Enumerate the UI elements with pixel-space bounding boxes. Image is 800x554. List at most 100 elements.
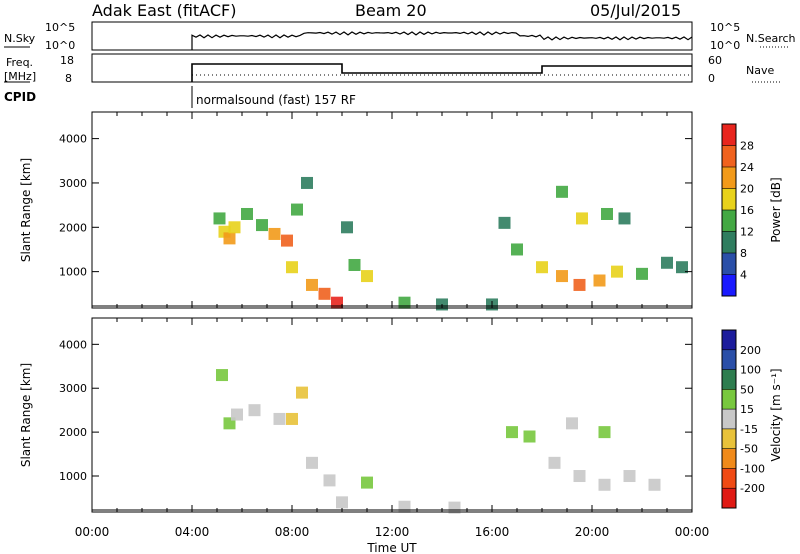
velocity-colorbar-tick-label: 15	[740, 403, 754, 416]
power-colorbar-swatch	[722, 188, 736, 210]
velocity-cell	[566, 417, 578, 430]
power-colorbar-tick-label: 24	[740, 161, 754, 174]
date-title: 05/Jul/2015	[590, 1, 682, 20]
velocity-colorbar-label: Velocity [m s⁻¹]	[769, 368, 783, 461]
sky-left-tick-bottom: 10^0	[45, 39, 75, 52]
power-colorbar-tick-label: 16	[740, 204, 754, 217]
power-cell	[241, 207, 253, 220]
velocity-colorbar-tick-label: -50	[740, 443, 758, 456]
velocity-cell	[448, 501, 461, 514]
velocity-cell	[296, 386, 308, 399]
velocity-cell	[623, 470, 636, 483]
freq-label-1: Freq.	[6, 56, 33, 69]
power-colorbar-label: Power [dB]	[769, 177, 783, 242]
velocity-colorbar: -200 -100 -50 -15 15 50 100 200	[721, 329, 765, 509]
power-cell	[498, 216, 511, 229]
velocity-cell	[273, 412, 286, 425]
velocity-colorbar-swatch	[722, 488, 736, 508]
cpid-label: CPID	[4, 90, 36, 104]
power-cell	[223, 232, 236, 245]
velocity-colorbar-tick-label: 100	[740, 364, 761, 377]
power-cell	[676, 261, 688, 274]
power-cell	[361, 270, 373, 283]
station-title: Adak East (fitACF)	[92, 1, 237, 20]
power-cell	[611, 265, 623, 278]
power-panel: 1000 2000 3000 4000 Slant Range [km]	[19, 111, 693, 311]
velocity-cell	[598, 478, 611, 491]
velocity-cell	[573, 470, 586, 483]
power-cell	[556, 185, 568, 198]
power-cell	[536, 261, 548, 274]
power-ytick-label: 3000	[59, 177, 87, 190]
time-tick-label: 00:00	[675, 525, 710, 539]
velocity-ytick-label: 2000	[59, 426, 87, 439]
power-colorbar-swatch	[722, 253, 736, 275]
power-cell	[291, 203, 303, 216]
time-axis-label: Time UT	[366, 541, 417, 554]
power-cell	[661, 256, 673, 269]
power-colorbar-tick-label: 20	[740, 183, 754, 196]
power-cell	[213, 212, 226, 225]
velocity-colorbar-swatch	[722, 409, 736, 429]
freq-label-2: [MHz]	[4, 70, 36, 83]
velocity-cell	[306, 456, 318, 469]
sky-left-tick-top: 10^5	[45, 21, 75, 34]
velocity-cell	[506, 426, 518, 439]
velocity-cells	[216, 369, 661, 514]
power-cell	[301, 176, 313, 189]
power-ytick-label: 2000	[59, 221, 87, 234]
velocity-colorbar-tick-label: -200	[740, 482, 765, 495]
power-colorbar-swatch	[722, 145, 736, 167]
power-cell	[256, 219, 268, 232]
time-tick-label: 04:00	[175, 525, 210, 539]
power-cell	[306, 278, 318, 291]
sky-noise-line	[191, 31, 693, 50]
velocity-colorbar-frame	[721, 329, 737, 509]
power-colorbar-swatch	[722, 167, 736, 189]
velocity-colorbar-swatch	[722, 468, 736, 489]
velocity-colorbar-swatch	[722, 349, 736, 370]
velocity-cell	[336, 496, 348, 509]
sky-right-label: N.Search	[746, 32, 796, 45]
freq-right-tick-bottom: 0	[708, 72, 715, 85]
velocity-cell	[216, 369, 228, 382]
power-cell	[601, 207, 613, 220]
sky-left-label: N.Sky	[4, 32, 36, 45]
power-cell	[268, 227, 281, 240]
freq-panel-frame	[91, 53, 693, 83]
velocity-colorbar-swatch	[722, 448, 736, 469]
velocity-colorbar-tick-label: 200	[740, 344, 761, 357]
velocity-cell	[323, 474, 336, 487]
power-cell	[511, 243, 523, 256]
power-ytick-label: 4000	[59, 133, 87, 146]
power-ytick-label: 1000	[59, 266, 87, 279]
power-colorbar-tick-label: 12	[740, 226, 754, 239]
velocity-cell	[231, 408, 243, 421]
power-cell	[318, 287, 331, 300]
cpid-row: CPID normalsound (fast) 157 RF	[4, 86, 356, 108]
velocity-cell	[361, 476, 373, 489]
velocity-colorbar-swatch	[722, 369, 736, 390]
power-colorbar-tick-label: 8	[740, 247, 747, 260]
velocity-colorbar-swatch	[722, 389, 736, 410]
freq-panel: Freq. [MHz] 18 8 60 0 Nave	[4, 53, 780, 85]
power-colorbar-swatch	[722, 274, 736, 296]
power-colorbar-swatch	[722, 231, 736, 253]
power-colorbar-tick-label: 28	[740, 140, 754, 153]
beam-title: Beam 20	[355, 1, 427, 20]
velocity-colorbar-swatch	[722, 330, 736, 350]
velocity-cell	[548, 456, 561, 469]
velocity-cell	[286, 412, 298, 425]
velocity-ytick-label: 4000	[59, 338, 87, 351]
velocity-colorbar-tick-label: -15	[740, 423, 758, 436]
power-cell	[573, 278, 586, 291]
time-tick-label: 08:00	[275, 525, 310, 539]
velocity-ylabel: Slant Range [km]	[19, 363, 33, 467]
cpid-program: normalsound (fast) 157 RF	[196, 93, 356, 107]
power-colorbar-swatch	[722, 210, 736, 232]
power-cell	[281, 234, 293, 247]
power-cell	[228, 221, 241, 234]
velocity-panel: 1000 2000 3000 4000 Slant Range [km]	[19, 317, 693, 514]
